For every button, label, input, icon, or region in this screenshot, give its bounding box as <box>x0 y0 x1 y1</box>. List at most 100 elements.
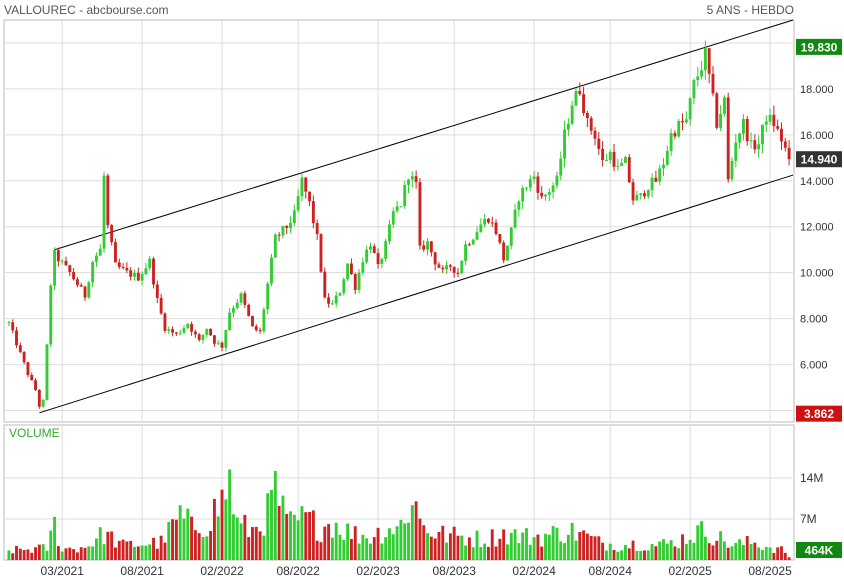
volume-bar <box>433 538 437 560</box>
volume-bar <box>384 537 388 560</box>
volume-bar <box>391 534 395 560</box>
volume-bar <box>559 541 563 560</box>
candle-body <box>544 194 547 197</box>
volume-bar <box>369 543 372 560</box>
candle-body <box>467 244 471 246</box>
candle-body <box>517 201 521 210</box>
candle-body <box>30 374 34 381</box>
channel-lower-line <box>39 174 794 414</box>
candle-body <box>726 97 730 180</box>
candle-body <box>64 260 68 266</box>
candle-body <box>300 177 304 197</box>
candle-body <box>608 152 612 161</box>
candle-body <box>182 328 186 333</box>
x-tick-label: 03/2021 <box>40 564 84 578</box>
volume-tick-label: 7M <box>800 512 817 526</box>
volume-bar <box>121 539 125 560</box>
volume-bar <box>277 505 281 560</box>
candle-body <box>620 163 624 166</box>
volume-bar <box>182 518 186 560</box>
candle-body <box>102 175 106 249</box>
volume-bar <box>254 526 258 560</box>
volume-bar <box>64 548 68 560</box>
volume-bar <box>570 522 574 560</box>
volume-bar <box>669 540 673 560</box>
volume-bar <box>593 536 597 560</box>
volume-bar <box>133 546 136 560</box>
candle-body <box>91 261 95 283</box>
candle-body <box>193 331 197 335</box>
volume-bar <box>110 531 114 560</box>
candle-body <box>681 121 684 123</box>
volume-bar <box>87 546 91 560</box>
candle-body <box>106 175 110 226</box>
volume-bar <box>749 544 753 560</box>
volume-bar <box>719 531 723 560</box>
candle-body <box>281 226 285 236</box>
volume-bar <box>650 543 654 560</box>
candle-body <box>703 48 707 71</box>
volume-bar <box>388 528 391 560</box>
volume-bar <box>486 546 490 560</box>
volume-bar <box>308 512 312 560</box>
candle-body <box>334 295 338 304</box>
volume-bar <box>506 544 509 560</box>
volume-bar <box>98 527 102 560</box>
candle-body <box>174 332 178 334</box>
volume-bar <box>445 542 449 560</box>
volume-bar <box>624 545 627 560</box>
volume-bar <box>437 531 441 560</box>
candle-body <box>768 114 772 122</box>
candle-body <box>83 286 87 298</box>
trend-channel <box>39 19 794 414</box>
volume-bar <box>18 548 22 560</box>
candle-body <box>205 328 209 335</box>
x-tick-label: 08/2021 <box>120 564 164 578</box>
volume-bar <box>327 524 331 560</box>
volume-bar <box>60 551 64 560</box>
candle-body <box>673 133 677 137</box>
candle-body <box>41 400 45 407</box>
candle-body <box>498 234 502 243</box>
x-tick-label: 02/2024 <box>512 564 556 578</box>
volume-bar <box>604 550 608 560</box>
candle-body <box>148 258 152 269</box>
candle-body <box>764 121 768 125</box>
candle-body <box>311 201 315 224</box>
candle-body <box>684 119 688 123</box>
volume-bar <box>380 543 384 560</box>
candle-body <box>711 73 715 94</box>
volume-bar <box>117 540 121 560</box>
volume-bar <box>167 522 171 560</box>
volume-bar <box>612 549 616 560</box>
volume-bar <box>34 547 37 560</box>
volume-bar <box>212 498 216 560</box>
price-badge-bg <box>796 38 842 55</box>
volume-bar <box>578 532 582 560</box>
volume-bar <box>201 537 205 560</box>
volume-bar <box>547 534 551 560</box>
candle-body <box>201 334 205 340</box>
candle-body <box>11 322 15 331</box>
candle-body <box>399 206 403 208</box>
candle-body <box>357 272 361 290</box>
candle-body <box>631 182 635 201</box>
volume-bar <box>407 522 410 560</box>
volume-bar <box>776 547 780 560</box>
candle-body <box>403 184 407 207</box>
candlesticks <box>7 40 791 409</box>
candle-body <box>460 260 464 274</box>
volume-bar <box>410 505 414 560</box>
candle-body <box>639 193 643 195</box>
volume-bar <box>315 540 319 560</box>
price-panel-frame <box>3 19 795 423</box>
volume-bar <box>525 528 528 560</box>
candle-body <box>513 209 517 228</box>
candle-body <box>555 175 559 186</box>
candle-body <box>734 142 738 161</box>
candle-body <box>422 245 426 250</box>
volume-bar <box>56 546 60 560</box>
candle-body <box>349 263 353 274</box>
price-tick-label: 10.000 <box>800 268 834 280</box>
volume-bar <box>216 516 220 560</box>
